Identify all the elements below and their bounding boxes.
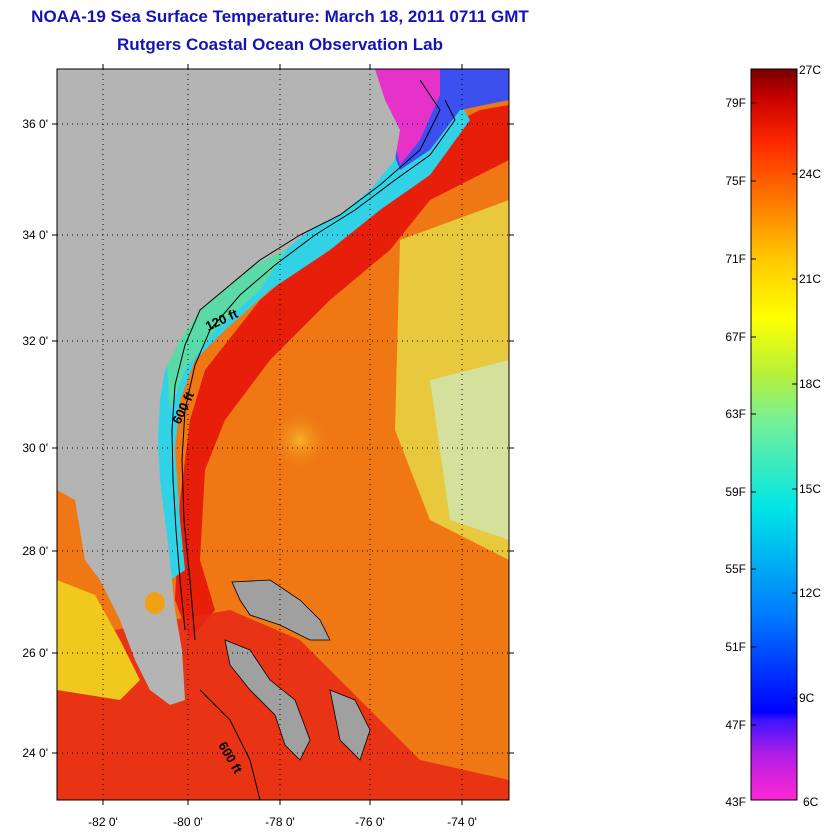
colorbar-f-label: 43F bbox=[725, 795, 746, 809]
colorbar-c-label: 27C bbox=[799, 63, 821, 77]
bahamas-grand-bahama bbox=[231, 579, 331, 641]
gulf-stream bbox=[175, 105, 509, 640]
colorbar-c-label: 18C bbox=[799, 377, 821, 391]
colorbar-f-label: 51F bbox=[725, 640, 746, 654]
lat-label: 36 0' bbox=[22, 117, 48, 131]
colorbar-c-label: 12C bbox=[799, 586, 821, 600]
lon-label: -76 0' bbox=[355, 815, 385, 829]
colorbar-f-label: 63F bbox=[725, 407, 746, 421]
contour-120ft bbox=[171, 79, 441, 631]
colorbar-f-label: 67F bbox=[725, 330, 746, 344]
colorbar-c-label: 6C bbox=[803, 795, 819, 809]
lat-label: 26 0' bbox=[22, 646, 48, 660]
offshore-cloud-patch bbox=[430, 360, 509, 540]
map-subtitle: Rutgers Coastal Ocean Observation Lab bbox=[117, 35, 443, 54]
colorbar-f-label: 79F bbox=[725, 96, 746, 110]
lat-label: 30 0' bbox=[22, 441, 48, 455]
shelf-green-band bbox=[165, 245, 290, 410]
lon-label: -82 0' bbox=[88, 815, 118, 829]
bahamas-andros bbox=[224, 639, 311, 761]
colorbar-c-label: 21C bbox=[799, 272, 821, 286]
map-title: NOAA-19 Sea Surface Temperature: March 1… bbox=[31, 7, 529, 26]
colorbar-f-label: 47F bbox=[725, 718, 746, 732]
colorbar-f-label: 59F bbox=[725, 485, 746, 499]
lat-label: 24 0' bbox=[22, 746, 48, 760]
lat-label: 32 0' bbox=[22, 334, 48, 348]
colorbar-ticks bbox=[751, 102, 797, 726]
colorbar-f-label: 55F bbox=[725, 562, 746, 576]
colorbar-f-label: 75F bbox=[725, 174, 746, 188]
colorbar-c-label: 9C bbox=[799, 691, 815, 705]
land-southeast-us bbox=[57, 69, 400, 705]
graticule bbox=[57, 69, 509, 800]
contour-600ft bbox=[181, 99, 456, 641]
axis-ticks bbox=[52, 64, 514, 805]
lon-label: -78 0' bbox=[265, 815, 295, 829]
map-frame bbox=[56, 68, 510, 801]
contour-600ft-south bbox=[199, 689, 261, 800]
lake-okeechobee bbox=[145, 592, 165, 614]
colorbar-f-label: 71F bbox=[725, 252, 746, 266]
map-area bbox=[57, 69, 509, 800]
bahamas-eleuthera bbox=[329, 689, 371, 761]
warm-eddy bbox=[270, 410, 330, 470]
gulf-warm-water bbox=[57, 580, 140, 700]
cold-water-magenta bbox=[375, 69, 440, 165]
lon-label: -80 0' bbox=[173, 815, 203, 829]
colorbar-c-label: 24C bbox=[799, 167, 821, 181]
colorbar-c-label: 15C bbox=[799, 482, 821, 496]
lat-label: 28 0' bbox=[22, 544, 48, 558]
lon-label: -74 0' bbox=[447, 815, 477, 829]
colorbar bbox=[750, 68, 798, 801]
lat-label: 34 0' bbox=[22, 228, 48, 242]
